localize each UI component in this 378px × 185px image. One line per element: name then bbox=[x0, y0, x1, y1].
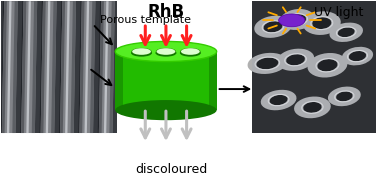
Polygon shape bbox=[60, 1, 65, 133]
Polygon shape bbox=[7, 1, 12, 133]
Polygon shape bbox=[85, 1, 89, 133]
Polygon shape bbox=[209, 51, 217, 110]
Ellipse shape bbox=[277, 49, 314, 71]
Polygon shape bbox=[115, 51, 217, 110]
Ellipse shape bbox=[303, 102, 322, 113]
Ellipse shape bbox=[115, 100, 217, 120]
Ellipse shape bbox=[248, 53, 287, 74]
Polygon shape bbox=[104, 1, 108, 133]
Polygon shape bbox=[109, 1, 115, 133]
Polygon shape bbox=[59, 1, 62, 133]
Ellipse shape bbox=[261, 90, 296, 110]
Ellipse shape bbox=[115, 41, 217, 62]
Polygon shape bbox=[2, 1, 18, 133]
Ellipse shape bbox=[328, 87, 361, 106]
Polygon shape bbox=[2, 1, 7, 133]
Text: RhB: RhB bbox=[147, 3, 184, 21]
Polygon shape bbox=[1, 1, 4, 133]
Polygon shape bbox=[32, 1, 37, 133]
Polygon shape bbox=[41, 1, 46, 133]
Polygon shape bbox=[12, 1, 18, 133]
Ellipse shape bbox=[180, 48, 200, 55]
Text: UV light: UV light bbox=[314, 6, 364, 19]
Polygon shape bbox=[46, 1, 50, 133]
Text: discoloured: discoloured bbox=[135, 163, 208, 176]
Ellipse shape bbox=[156, 48, 176, 55]
Text: Porous template: Porous template bbox=[100, 15, 191, 25]
Polygon shape bbox=[115, 51, 123, 110]
Polygon shape bbox=[41, 1, 57, 133]
Ellipse shape bbox=[307, 53, 347, 78]
Ellipse shape bbox=[318, 59, 338, 71]
Ellipse shape bbox=[286, 54, 305, 65]
Polygon shape bbox=[51, 1, 57, 133]
Bar bbox=[1, 1, 117, 133]
Ellipse shape bbox=[156, 48, 175, 55]
Polygon shape bbox=[98, 1, 101, 133]
Polygon shape bbox=[60, 1, 76, 133]
Ellipse shape bbox=[155, 49, 177, 57]
Ellipse shape bbox=[312, 17, 331, 29]
Ellipse shape bbox=[181, 48, 200, 55]
Polygon shape bbox=[21, 1, 26, 133]
Polygon shape bbox=[79, 1, 95, 133]
Ellipse shape bbox=[330, 23, 363, 42]
Polygon shape bbox=[78, 1, 82, 133]
Ellipse shape bbox=[336, 91, 353, 101]
Ellipse shape bbox=[303, 11, 341, 35]
Polygon shape bbox=[65, 1, 70, 133]
Circle shape bbox=[279, 14, 305, 27]
Ellipse shape bbox=[270, 95, 288, 105]
Ellipse shape bbox=[132, 48, 151, 55]
Ellipse shape bbox=[338, 27, 355, 37]
Ellipse shape bbox=[256, 58, 278, 69]
Ellipse shape bbox=[280, 9, 314, 30]
Bar bbox=[253, 1, 376, 133]
Ellipse shape bbox=[342, 47, 373, 65]
Polygon shape bbox=[99, 1, 104, 133]
Ellipse shape bbox=[294, 97, 331, 118]
Polygon shape bbox=[99, 1, 115, 133]
Ellipse shape bbox=[263, 21, 282, 32]
Polygon shape bbox=[21, 1, 37, 133]
Polygon shape bbox=[26, 1, 31, 133]
Ellipse shape bbox=[254, 16, 292, 38]
Polygon shape bbox=[71, 1, 76, 133]
Polygon shape bbox=[90, 1, 95, 133]
Ellipse shape bbox=[131, 49, 152, 57]
Ellipse shape bbox=[180, 49, 201, 57]
Bar bbox=[1, 1, 117, 133]
Polygon shape bbox=[79, 1, 85, 133]
Polygon shape bbox=[40, 1, 43, 133]
Ellipse shape bbox=[349, 51, 366, 61]
Ellipse shape bbox=[132, 48, 152, 55]
Polygon shape bbox=[20, 1, 23, 133]
Ellipse shape bbox=[289, 14, 306, 25]
Bar bbox=[253, 1, 376, 133]
